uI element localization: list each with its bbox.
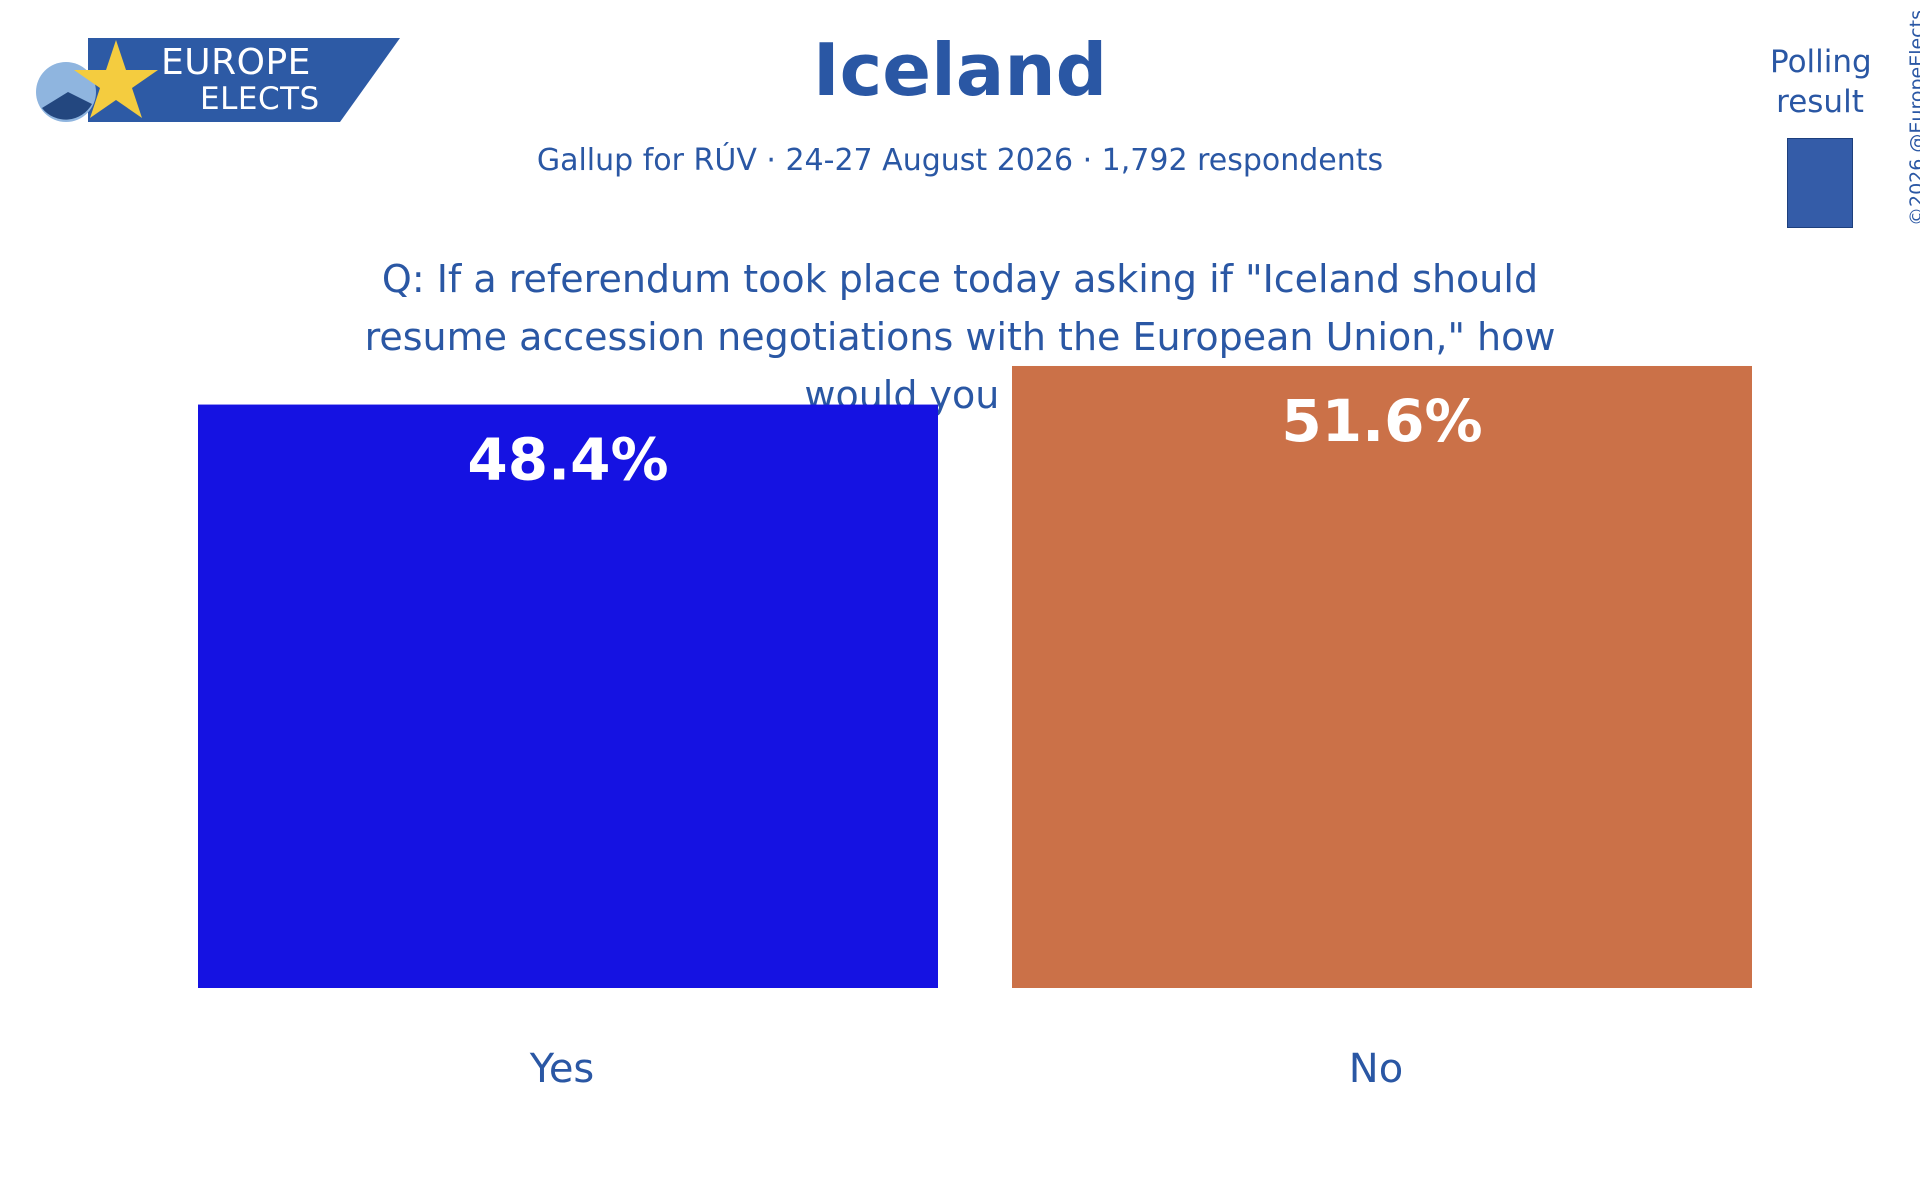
logo-graphic: [36, 38, 400, 122]
legend-swatch: [1787, 138, 1853, 228]
page-title: Iceland: [812, 28, 1108, 112]
x-tick-label-yes: Yes: [529, 1046, 595, 1092]
logo-text-elects: ELECTS: [200, 81, 320, 117]
europe-elects-logo: EUROPE ELECTS: [28, 36, 408, 126]
logo-text-europe: EUROPE: [161, 42, 311, 83]
bar-value-label-yes: 48.4%: [467, 426, 668, 494]
bar-no: [1012, 365, 1752, 988]
poll-subtitle: Gallup for RÚV · 24-27 August 2026 · 1,7…: [536, 143, 1384, 178]
legend: Polling result: [1770, 42, 1872, 228]
legend-label: Polling result: [1770, 44, 1872, 120]
x-tick-label-no: No: [1348, 1046, 1404, 1092]
bar-yes: [198, 404, 938, 988]
poll-question: Q: If a referendum took place today aski…: [364, 257, 1556, 417]
bar-value-label-no: 51.6%: [1281, 387, 1482, 455]
